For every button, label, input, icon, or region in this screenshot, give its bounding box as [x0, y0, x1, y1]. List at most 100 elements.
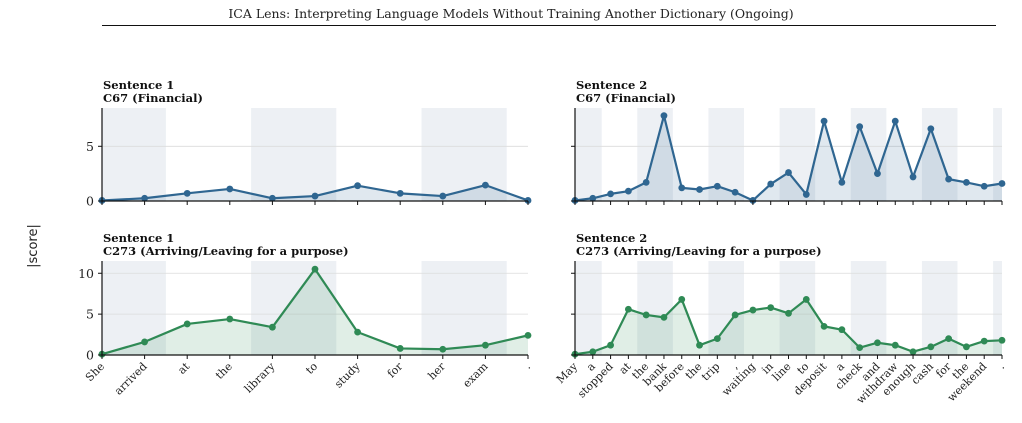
data-point	[963, 179, 970, 186]
data-point	[678, 184, 686, 192]
data-point	[767, 180, 775, 188]
data-point	[713, 182, 721, 190]
y-tick-label: 10	[78, 266, 94, 281]
data-point	[642, 311, 650, 319]
data-point	[909, 348, 917, 356]
data-point	[660, 314, 668, 321]
token-band	[575, 261, 602, 355]
x-tick-label: study	[332, 359, 363, 390]
x-tick-label: May	[554, 359, 581, 386]
data-point	[226, 185, 234, 193]
data-point	[607, 341, 614, 349]
data-point	[269, 194, 276, 202]
header-rule	[102, 25, 996, 26]
data-point	[998, 180, 1006, 187]
x-tick-label: arrived	[112, 360, 150, 398]
y-tick-label: 5	[86, 307, 94, 322]
data-point	[891, 341, 899, 349]
data-point	[963, 343, 970, 351]
panel-subtitle: C67 (Financial)	[103, 91, 203, 105]
data-point	[624, 305, 632, 313]
panel-subtitle: C273 (Arriving/Leaving for a purpose)	[576, 244, 822, 258]
data-point	[439, 345, 447, 353]
x-tick-label: for	[385, 359, 406, 380]
y-tick-label: 0	[86, 194, 94, 209]
panel-title: Sentence 2	[576, 78, 647, 92]
token-band	[779, 261, 816, 355]
x-tick-label: She	[83, 360, 107, 384]
x-tick-label: the	[213, 360, 235, 382]
data-point	[678, 296, 686, 303]
x-tick-label: to	[303, 360, 320, 377]
data-point	[838, 179, 846, 186]
x-tick-label: stopped	[575, 360, 616, 401]
data-point	[731, 311, 739, 319]
data-point	[396, 345, 404, 352]
page-header-title: ICA Lens: Interpreting Language Models W…	[228, 6, 794, 21]
token-band	[637, 261, 673, 355]
y-tick-label: 5	[86, 139, 94, 154]
data-point	[642, 179, 650, 186]
x-tick-label: trip	[699, 360, 723, 384]
x-tick-label: line	[770, 360, 794, 384]
data-point	[856, 344, 864, 352]
data-point	[785, 309, 792, 317]
token-band	[251, 108, 337, 201]
data-point	[820, 322, 828, 330]
data-point	[524, 331, 532, 339]
panel-subtitle: C67 (Financial)	[576, 91, 676, 105]
panel-subtitle: C273 (Arriving/Leaving for a purpose)	[103, 244, 349, 258]
data-point	[482, 341, 489, 349]
data-point	[624, 187, 632, 195]
data-point	[891, 117, 899, 125]
x-tick-label: at	[175, 360, 192, 377]
data-point	[589, 194, 597, 202]
data-point	[731, 188, 739, 196]
data-point	[607, 190, 614, 198]
data-point	[802, 296, 810, 303]
data-point	[927, 343, 935, 351]
data-point	[183, 189, 191, 197]
panel-title: Sentence 1	[103, 231, 174, 245]
data-point	[874, 339, 881, 347]
x-tick-label: waiting	[719, 360, 758, 399]
data-point	[354, 328, 361, 336]
x-tick-label: .	[521, 360, 533, 372]
series-area	[102, 269, 528, 355]
x-tick-label: library	[242, 359, 278, 395]
token-band	[102, 261, 166, 355]
x-tick-label: ,	[729, 360, 741, 372]
panel-title: Sentence 2	[576, 231, 647, 245]
data-point	[909, 173, 917, 181]
y-axis-label: |score|	[26, 224, 41, 268]
data-point	[838, 326, 846, 334]
y-tick-label: 0	[86, 348, 94, 363]
data-point	[945, 175, 953, 183]
data-point	[696, 186, 703, 193]
data-point	[767, 304, 775, 311]
token-band	[421, 261, 507, 355]
data-point	[183, 320, 191, 328]
data-point	[820, 117, 828, 125]
data-point	[927, 125, 935, 133]
data-point	[311, 265, 319, 273]
data-point	[856, 123, 864, 130]
data-point	[980, 337, 988, 345]
data-point	[141, 338, 149, 346]
data-point	[439, 192, 447, 200]
data-point	[696, 341, 703, 349]
x-tick-label: .	[995, 360, 1007, 372]
data-point	[311, 192, 319, 200]
token-band	[421, 108, 507, 201]
data-point	[980, 182, 988, 190]
x-tick-label: exam	[460, 360, 491, 391]
page-header: ICA Lens: Interpreting Language Models W…	[0, 0, 1022, 28]
series-area	[575, 299, 1002, 355]
data-point	[874, 170, 881, 178]
data-point	[482, 181, 489, 189]
token-band	[251, 261, 337, 355]
